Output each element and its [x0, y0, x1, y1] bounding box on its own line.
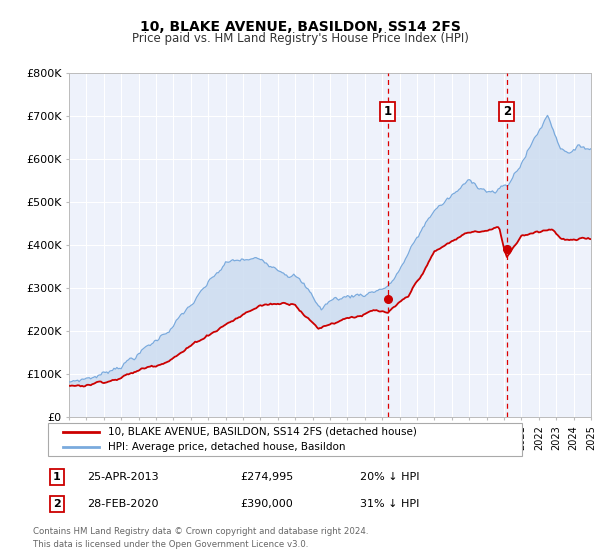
Text: 10, BLAKE AVENUE, BASILDON, SS14 2FS: 10, BLAKE AVENUE, BASILDON, SS14 2FS: [140, 20, 460, 34]
Text: HPI: Average price, detached house, Basildon: HPI: Average price, detached house, Basi…: [108, 442, 346, 452]
Text: £274,995: £274,995: [240, 472, 293, 482]
Text: This data is licensed under the Open Government Licence v3.0.: This data is licensed under the Open Gov…: [33, 540, 308, 549]
Text: £390,000: £390,000: [240, 499, 293, 509]
Text: Contains HM Land Registry data © Crown copyright and database right 2024.: Contains HM Land Registry data © Crown c…: [33, 528, 368, 536]
Text: 1: 1: [383, 105, 392, 118]
Text: 31% ↓ HPI: 31% ↓ HPI: [360, 499, 419, 509]
Text: 28-FEB-2020: 28-FEB-2020: [87, 499, 158, 509]
Text: 25-APR-2013: 25-APR-2013: [87, 472, 158, 482]
Text: 10, BLAKE AVENUE, BASILDON, SS14 2FS (detached house): 10, BLAKE AVENUE, BASILDON, SS14 2FS (de…: [108, 427, 417, 437]
Text: 2: 2: [503, 105, 511, 118]
Text: 1: 1: [53, 472, 61, 482]
Text: Price paid vs. HM Land Registry's House Price Index (HPI): Price paid vs. HM Land Registry's House …: [131, 32, 469, 45]
Text: 2: 2: [53, 499, 61, 509]
Text: 20% ↓ HPI: 20% ↓ HPI: [360, 472, 419, 482]
